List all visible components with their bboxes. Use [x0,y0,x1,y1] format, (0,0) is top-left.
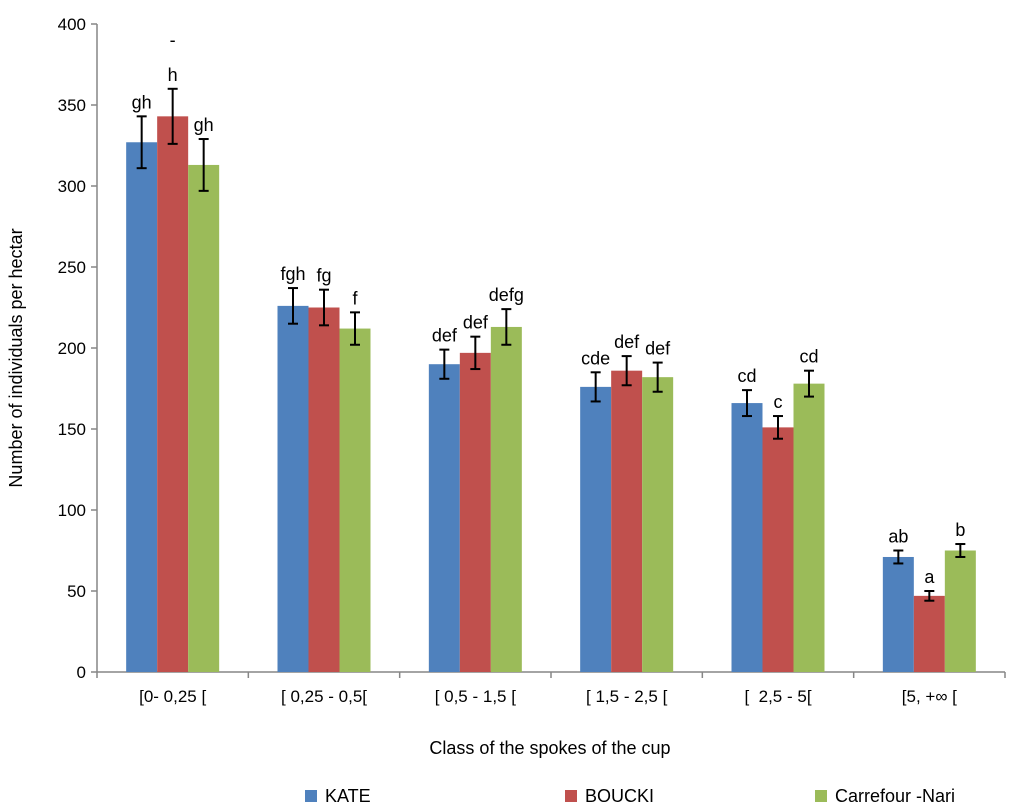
error-bar [804,369,814,398]
legend-label: Carrefour -Nari [835,786,955,806]
bar [277,305,309,672]
bar [157,116,189,673]
bar [731,403,763,672]
x-tick-label: [ 2,5 - 5[ [744,687,811,706]
error-bar [198,138,209,192]
bar [308,307,340,672]
legend-swatch [815,790,827,802]
bar [339,328,371,672]
y-tick-label: 150 [58,420,86,439]
significance-letter: h [168,65,178,85]
significance-letter: cd [737,366,756,386]
legend-swatch [565,790,577,802]
bar [793,383,825,672]
x-tick-label: [5, +∞ [ [902,687,957,706]
error-bar [439,348,450,380]
significance-letter: fg [316,266,331,286]
x-axis: [0- 0,25 [ [ 0,25 - 0,5[ [ 0,5 - 1,5 [ [ 1,… [96,671,1006,706]
significance-letter: fgh [280,264,305,284]
bar [580,386,612,672]
x-tick-label: [0- 0,25 [ [139,687,206,706]
legend-label: KATE [325,786,371,806]
bar [188,164,220,672]
significance-letter: ab [888,527,908,547]
bar [126,142,158,672]
bar [882,556,914,672]
legend-swatch [305,790,317,802]
error-bar [167,87,178,145]
significance-letter: cde [581,348,610,368]
y-tick-label: 300 [58,177,86,196]
y-tick-label: 200 [58,339,86,358]
error-bar [621,355,632,387]
significance-letter: def [645,339,671,359]
y-tick-label: 350 [58,96,86,115]
y-tick-label: 400 [58,15,86,34]
bar [490,326,522,672]
bar [762,427,794,672]
bar [428,364,460,672]
significance-letter: def [614,332,640,352]
bar [944,550,976,672]
y-tick-label: 100 [58,501,86,520]
error-bar [319,288,329,327]
error-bar [955,543,966,558]
bar [459,352,491,672]
significance-letter: f [352,288,358,308]
error-bar [652,361,663,393]
error-bar [924,590,935,602]
significance-letter: defg [489,285,524,305]
error-bar [288,287,298,325]
error-bar [470,335,481,371]
y-axis-title: Number of individuals per hectar [6,228,26,487]
legend-label: BOUCKI [585,786,654,806]
legend: KATE BOUCKI Carrefour -Nari [305,786,955,806]
significance-letter: b [955,520,965,540]
significance-letter: gh [194,115,214,135]
error-bar [590,371,601,403]
y-axis: 0 50 100 150 200 250 300 350 400 [58,15,98,682]
legend-entry: KATE [305,786,371,806]
significance-letter: gh [132,92,152,112]
x-axis-title: Class of the spokes of the cup [429,738,670,758]
x-tick-label: [ 0,5 - 1,5 [ [435,687,517,706]
bar [611,370,643,672]
significance-letter: def [432,326,458,346]
bars [126,116,976,673]
error-bar [742,389,752,418]
legend-entry: BOUCKI [565,786,654,806]
bar [642,377,674,672]
x-tick-label: [ 0,25 - 0,5[ [281,687,367,706]
significance-letter: c [774,392,783,412]
error-bar [773,415,783,440]
y-tick-label: 0 [77,663,86,682]
bar [913,595,945,672]
significance-letter: cd [799,347,818,367]
legend-entry: Carrefour -Nari [815,786,955,806]
y-tick-label: 50 [67,582,86,601]
significance-letter: a [924,567,935,587]
error-bar [350,311,360,346]
error-bar [501,308,512,346]
significance-letter: def [463,313,489,333]
error-bar [136,115,147,170]
y-tick-label: 250 [58,258,86,277]
x-tick-label: [ 1,5 - 2,5 [ [586,687,668,706]
error-bars [136,87,966,602]
stray-mark: - [170,30,176,50]
error-bar [893,549,904,565]
